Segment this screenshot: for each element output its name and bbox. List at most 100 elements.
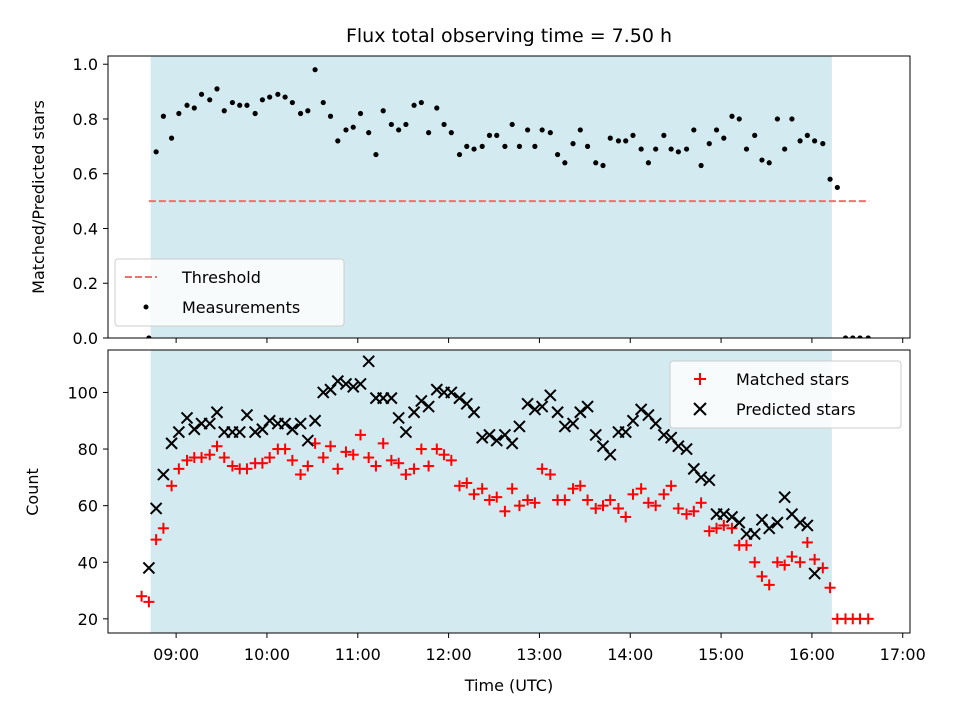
matched-star-point [763,579,775,591]
measurement-point [547,130,553,136]
y-tick-label: 1.0 [73,55,98,74]
measurement-point [259,97,266,103]
measurement-point [630,132,636,138]
ratio-y-axis-label: Matched/Predicted stars [29,100,48,294]
y-tick-label: 40 [78,553,98,572]
predicted-star-point [172,425,186,439]
matched-star-point [181,454,193,466]
matched-star-point [173,463,185,475]
matched-star-point [658,488,670,500]
matched-star-point [665,480,677,492]
predicted-star-point [535,400,549,413]
matched-star-point [150,534,162,546]
matched-star-point [801,536,813,548]
matched-star-point [317,452,329,464]
measurement-point [168,135,175,141]
predicted-star-point [505,437,519,450]
matched-star-point [354,429,366,441]
matched-star-point [650,500,662,512]
predicted-star-point [203,417,216,430]
predicted-star-point [180,411,194,425]
measurement-point [221,108,227,114]
matched-star-point [809,553,821,565]
matched-star-point [711,522,723,534]
predicted-star-point [604,448,617,461]
x-tick-label: 09:00 [153,645,199,664]
measurement-point [820,141,826,147]
measurement-point [160,113,167,119]
matched-star-point [726,522,738,534]
matched-star-point [438,449,450,461]
matched-star-point [672,502,684,514]
predicted-star-point [657,428,671,442]
matched-star-point [393,457,405,469]
matched-star-point [529,497,541,509]
matched-star-point [461,477,473,489]
predicted-star-point [672,440,685,453]
measurement-point [229,99,236,106]
predicted-star-point [551,406,564,419]
measurement-point [729,113,735,119]
measurement-point [827,176,833,182]
measurement-point [426,130,432,136]
matched-star-point [620,511,632,523]
matched-star-point [157,522,169,534]
predicted-star-point [286,423,299,436]
ratio-panel-frame [107,55,911,339]
matched-star-point [612,502,624,514]
measurement-point [312,67,318,73]
measurement-point [388,121,394,128]
measurement-point [584,143,591,149]
count-x-ticks: 09:00 10:00 11:00 12:00 13:00 14:00 15:00 16:00… [153,633,926,664]
measurement-point [403,121,409,128]
matched-stars-series [136,429,874,625]
predicted-star-point [566,417,580,430]
measurement-point [570,141,576,147]
measurement-point [638,146,644,152]
measurement-point [380,108,386,114]
matched-star-point [302,460,314,472]
x-tick-label: 14:00 [607,645,653,664]
predicted-star-point [748,527,761,541]
predicted-star-point [771,516,784,529]
predicted-star-point [407,406,421,419]
matched-star-point [279,443,291,455]
matched-star-point [794,556,806,568]
matched-star-point [491,491,503,503]
matched-star-point [211,440,223,452]
matched-star-point [325,440,337,452]
matched-star-point [779,559,791,571]
measurement-point [668,146,674,152]
matched-star-point [824,582,836,594]
matched-star-point [256,457,268,469]
x-tick-label: 10:00 [244,645,290,664]
count-y-axis-label: Count [23,468,42,516]
matched-star-point [771,556,783,568]
predicted-star-point [589,428,602,442]
predicted-star-point [415,394,428,408]
predicted-star-point [801,519,814,532]
predicted-star-point [528,403,542,416]
count-legend: Matched stars Predicted stars [669,360,902,429]
measurement-point [842,335,849,338]
predicted-star-point [581,400,594,413]
matched-star-point [453,480,465,492]
y-tick-label: 60 [78,497,98,516]
matched-star-point [635,483,647,495]
matched-star-point [286,454,298,466]
matched-legend-label: Matched stars [736,370,849,389]
count-panel: 09:00 10:00 11:00 12:00 13:00 14:00 15:00 16:00… [23,349,926,695]
measurement-point [471,146,477,152]
predicted-star-point [149,502,163,515]
matched-star-point [423,460,435,472]
measurement-point [706,141,712,147]
measurement-point [683,146,690,152]
predicted-star-point [430,383,443,396]
measurement-point [335,138,341,144]
matched-star-point [522,494,534,506]
measurement-point [343,127,349,133]
measurement-point [267,94,273,100]
measurement-point [850,335,856,338]
measurements-legend-label: Measurements [182,298,300,317]
matched-star-point [749,556,761,568]
